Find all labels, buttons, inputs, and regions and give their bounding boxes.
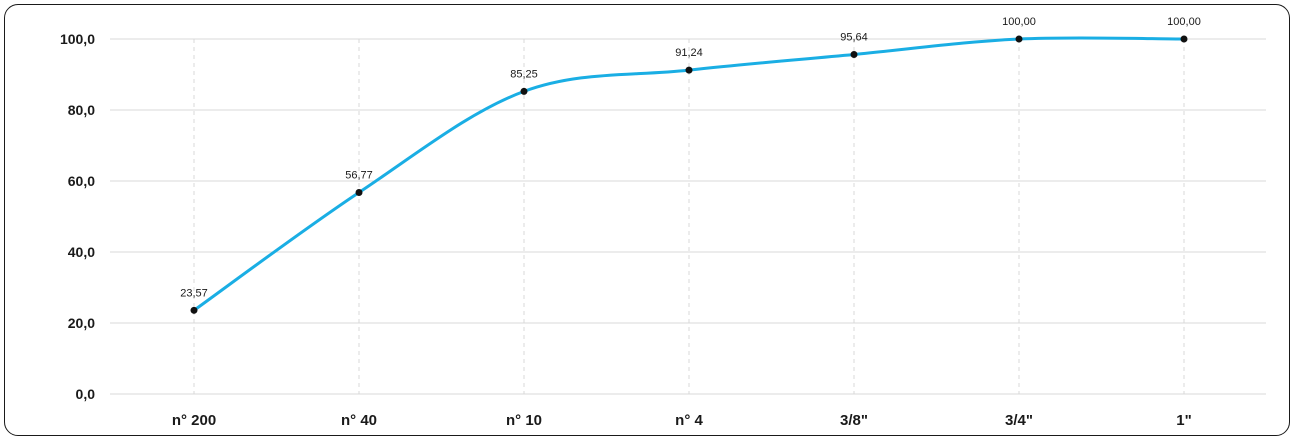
grid-layer [110,38,1266,395]
x-tick-label: 3/4" [1005,412,1033,429]
x-tick-label: 1" [1176,412,1191,429]
data-point [520,87,528,95]
data-label: 100,00 [1002,16,1036,28]
y-axis-ticks: 0,0 20,0 40,0 60,0 80,0 100,0 [60,31,95,402]
data-point [1180,35,1188,43]
data-point [355,188,363,196]
series-line [193,36,1185,312]
x-tick-label: n° 200 [172,412,216,429]
x-tick-label: n° 10 [506,412,542,429]
data-label: 85,25 [510,68,538,80]
data-label: 56,77 [345,169,373,181]
y-tick-label: 100,0 [60,31,95,47]
data-label: 23,57 [180,287,208,299]
data-point [685,66,693,74]
data-label: 100,00 [1167,16,1201,28]
x-tick-label: n° 40 [341,412,377,429]
y-tick-label: 20,0 [68,315,95,331]
data-point [190,306,198,314]
data-label: 91,24 [675,47,703,59]
y-tick-label: 60,0 [68,173,95,189]
y-tick-label: 80,0 [68,102,95,118]
y-tick-label: 0,0 [76,386,96,402]
data-label: 95,64 [840,31,868,43]
data-labels: 23,57 56,77 85,25 91,24 95,64 100,00 100,00 [180,16,1201,299]
y-tick-label: 40,0 [68,244,95,260]
x-tick-label: 3/8" [840,412,868,429]
x-tick-label: n° 4 [675,412,703,429]
data-point [850,50,858,58]
markers [190,35,1188,314]
data-point [1015,35,1023,43]
chart-frame [4,4,1290,436]
x-axis-ticks: n° 200 n° 40 n° 10 n° 4 3/8" 3/4" 1" [172,412,1192,429]
